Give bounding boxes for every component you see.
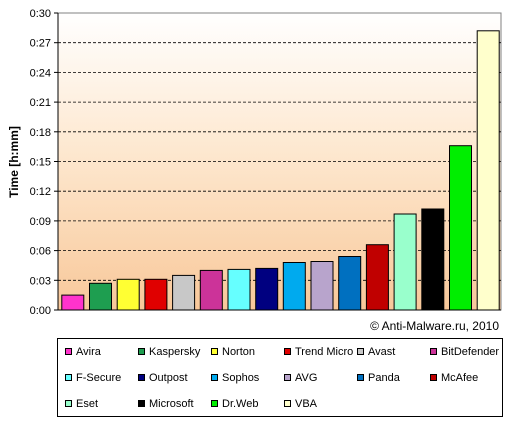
legend-swatch [138,348,145,355]
legend-label: Microsoft [149,398,194,410]
bar-panda [338,256,362,311]
bar-chart: 0:00 0:03 0:06 0:09 0:12 0:15 0:18 0:21 0:24 0:27… [7,8,502,333]
legend-label: Sophos [222,372,260,384]
legend-label: Trend Micro [295,346,354,358]
legend: Avira Kaspersky Norton Trend Micro Avast BitD… [57,338,503,417]
legend-label: Outpost [149,372,188,384]
legend-swatch [65,400,72,407]
y-axis-label: Time [h:mm] [7,126,21,198]
legend-swatch [430,348,437,355]
copyright-annotation: © Anti-Malware.ru, 2010 [370,319,499,333]
y-tick-label: 0:18 [30,127,51,139]
legend-swatch [211,374,218,381]
bar-dr-web [449,145,472,311]
legend-label: VBA [295,398,318,410]
bar-microsoft [421,208,445,311]
legend-swatch [357,348,364,355]
grid-lines [58,42,501,281]
y-tick-label: 0:27 [30,38,51,50]
y-tick-label: 0:24 [30,67,51,79]
legend-swatch [65,374,72,381]
legend-label: Kaspersky [149,346,201,358]
legend-swatch [138,374,145,381]
y-tick-label: 0:09 [30,216,51,228]
bar-avira [61,294,85,311]
bar-kaspersky [89,282,112,311]
bar-avg [310,261,334,311]
bar-eset [393,213,417,311]
bar-mcafee [365,244,389,311]
legend-label: BitDefender [441,346,500,358]
legend-label: Panda [368,372,400,384]
y-tick-label: 0:12 [30,186,51,198]
legend-label: Eset [76,398,99,410]
legend-label: F-Secure [76,372,122,384]
legend-swatch [211,400,218,407]
legend-swatch [211,348,218,355]
legend-label: McAfee [441,372,479,384]
legend-swatch [357,374,364,381]
legend-swatch [284,374,291,381]
bar-vba [476,30,500,311]
legend-swatch [138,400,145,407]
legend-label: Norton [222,346,256,358]
legend-label: Avast [368,346,396,358]
legend-swatch [284,348,291,355]
y-tick-label: 0:30 [30,8,51,20]
bar-avast [172,274,196,311]
y-tick-label: 0:03 [30,275,51,287]
bar-outpost [255,267,279,311]
y-tick-label: 0:21 [30,97,51,109]
legend-swatch [430,374,437,381]
bar-f-secure [227,268,251,311]
legend-label: Dr.Web [222,398,259,410]
y-tick-labels: 0:00 0:03 0:06 0:09 0:12 0:15 0:18 0:21 0:24 0:27… [30,8,58,317]
legend-swatch [65,348,72,355]
y-tick-label: 0:00 [30,305,51,317]
bar-trend-micro [144,278,168,311]
legend-swatch [284,400,291,407]
bar-norton [116,278,140,311]
legend-label: AVG [295,372,318,384]
legend-label: Avira [76,346,101,358]
bars [61,30,500,311]
bar-bitdefender [199,269,223,311]
y-tick-label: 0:15 [30,157,51,169]
y-tick-label: 0:06 [30,246,51,258]
bar-sophos [282,262,306,311]
